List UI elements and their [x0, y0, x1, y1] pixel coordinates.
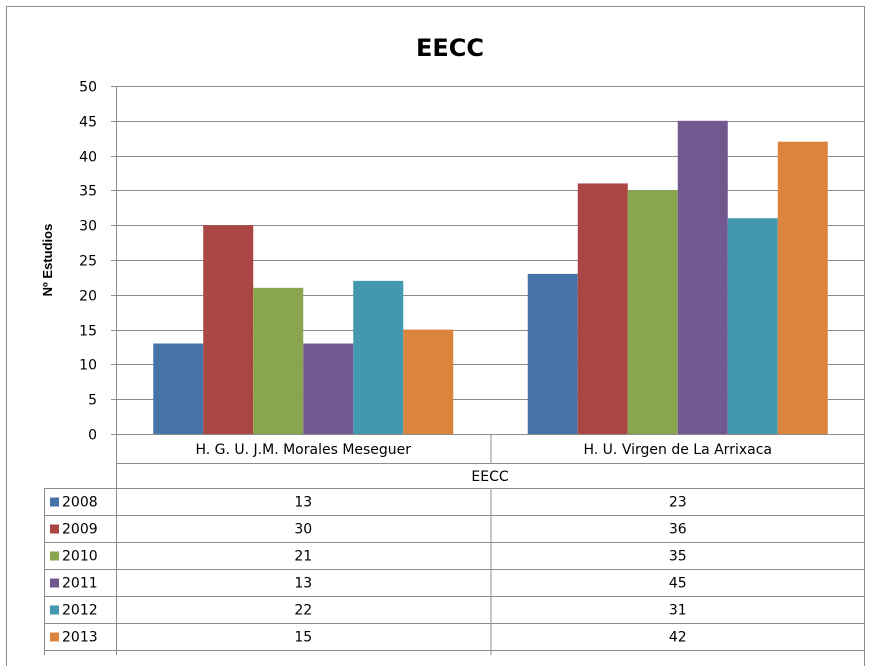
table-value: 13 — [294, 576, 312, 592]
bar — [527, 273, 578, 434]
legend-key — [50, 524, 59, 534]
legend-key — [50, 632, 59, 642]
bar — [727, 218, 778, 434]
y-tick-label: 35 — [79, 184, 97, 200]
data-table: EECC H. G. U. J.M. Morales Meseguer H. U.… — [44, 434, 865, 655]
y-tick-label: 30 — [79, 219, 97, 235]
table-value: 22 — [294, 603, 312, 619]
table-value: 15 — [294, 630, 312, 646]
bars — [153, 120, 828, 435]
table-value: 31 — [669, 603, 687, 619]
y-axis-label: Nº Estudios — [40, 224, 55, 297]
y-tick-label: 0 — [88, 428, 97, 444]
table-value: 36 — [669, 522, 687, 538]
table-value: 13 — [294, 495, 312, 511]
legend-key — [50, 605, 59, 615]
y-tick-label: 40 — [79, 150, 97, 166]
bar — [577, 183, 628, 434]
series-name: 2009 — [62, 522, 98, 538]
bar — [677, 120, 728, 435]
table-value: 42 — [669, 630, 687, 646]
y-tick-label: 50 — [79, 80, 97, 96]
bar — [777, 141, 828, 434]
legend-key — [50, 551, 59, 561]
table-value: 35 — [669, 549, 687, 565]
legend-key — [50, 497, 59, 507]
y-tick-label: 10 — [79, 358, 97, 374]
x-axis-label: EECC — [471, 469, 508, 485]
bar — [303, 343, 354, 434]
bar — [253, 287, 304, 434]
y-tick-label: 5 — [88, 393, 97, 409]
series-name: 2012 — [62, 603, 98, 619]
bar — [153, 343, 204, 434]
chart-frame — [6, 6, 865, 666]
table-value: 21 — [294, 549, 312, 565]
y-tick-label: 45 — [79, 115, 97, 131]
series-name: 2011 — [62, 576, 98, 592]
y-tick-label: 25 — [79, 254, 97, 270]
y-tick-label: 15 — [79, 324, 97, 340]
table-value: 30 — [294, 522, 312, 538]
chart-title: EECC — [416, 34, 484, 62]
series-name: 2008 — [62, 495, 98, 511]
bar — [203, 225, 254, 434]
table-value: 23 — [669, 495, 687, 511]
bar — [353, 280, 404, 434]
category-label: H. U. Virgen de La Arrixaca — [584, 442, 772, 458]
bar — [627, 190, 678, 434]
table-value: 45 — [669, 576, 687, 592]
series-name: 2010 — [62, 549, 98, 565]
series-name: 2013 — [62, 630, 98, 646]
legend-key — [50, 578, 59, 588]
y-tick-label: 20 — [79, 289, 97, 305]
bar — [403, 329, 454, 434]
category-label: H. G. U. J.M. Morales Meseguer — [195, 442, 411, 458]
